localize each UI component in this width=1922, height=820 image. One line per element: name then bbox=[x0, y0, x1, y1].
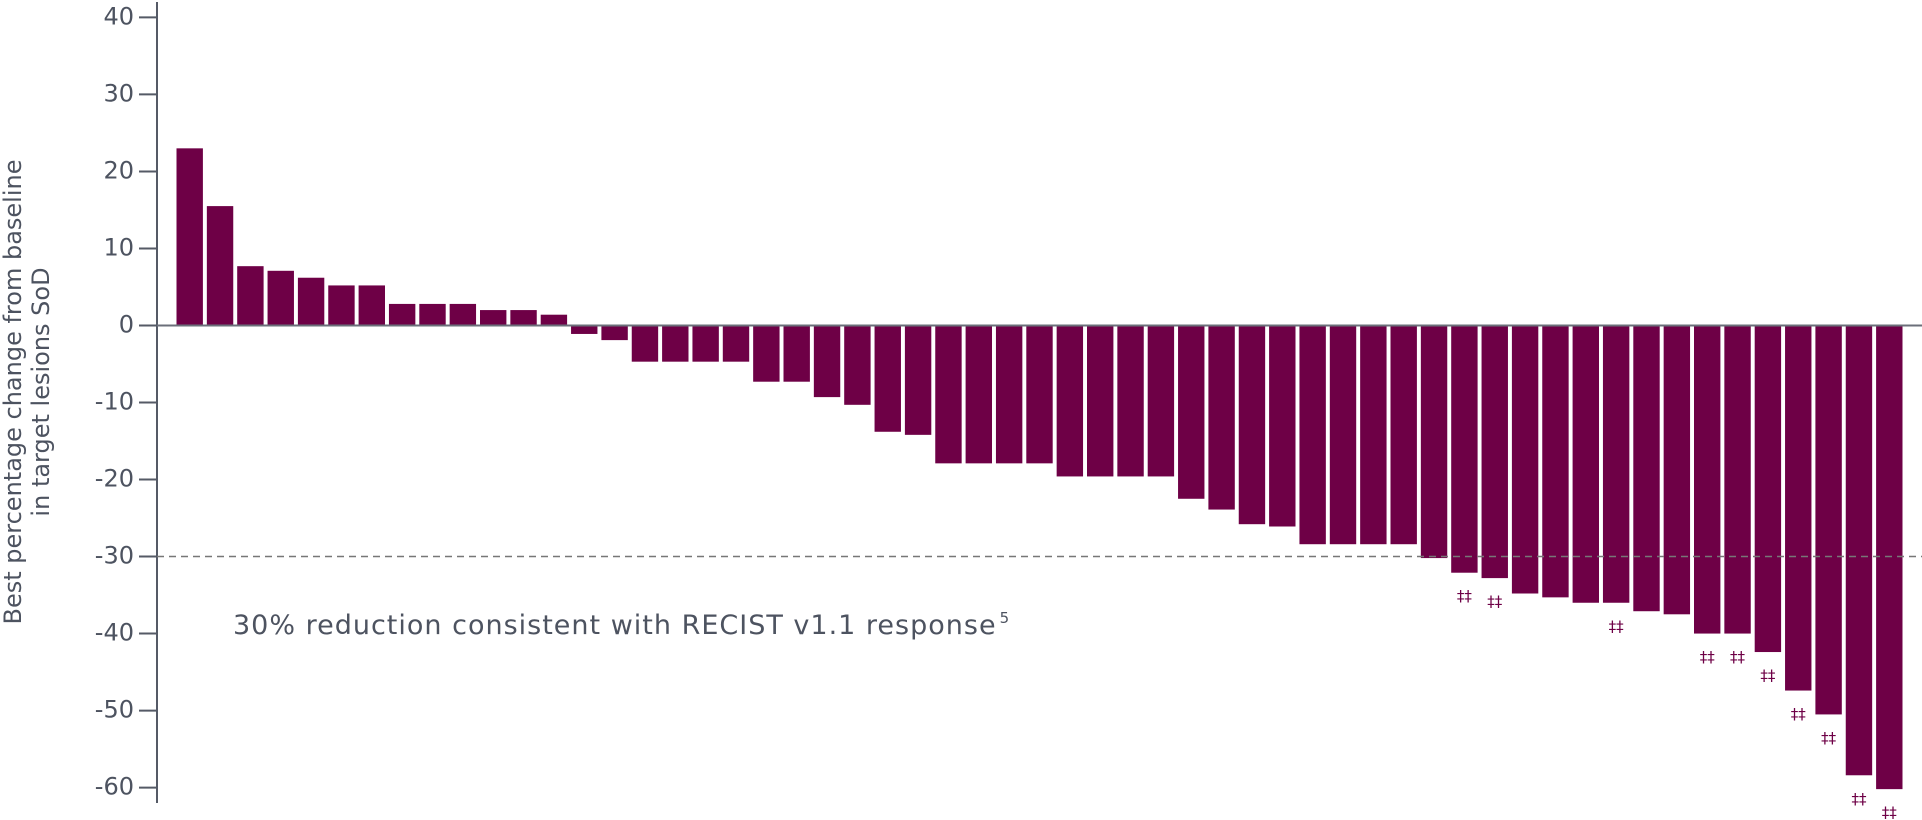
bar bbox=[1876, 325, 1903, 790]
y-label-line: Best percentage change from baseline bbox=[0, 160, 27, 625]
bar bbox=[1724, 325, 1751, 634]
annotation: 30% reduction consistent with RECIST v1.… bbox=[233, 609, 1010, 641]
bar bbox=[237, 266, 264, 326]
y-tick-label: 30 bbox=[103, 79, 134, 107]
bar bbox=[1299, 325, 1326, 545]
bar-note: ‡‡ bbox=[1851, 790, 1867, 808]
bar bbox=[480, 310, 507, 326]
bar bbox=[1845, 325, 1873, 776]
bar bbox=[1238, 325, 1266, 525]
bar-note: ‡‡ bbox=[1821, 729, 1837, 747]
y-tick-label: -50 bbox=[95, 696, 134, 724]
bar bbox=[844, 325, 871, 405]
bar bbox=[1056, 325, 1084, 477]
bar-note: ‡‡ bbox=[1700, 648, 1716, 666]
y-tick-label: 20 bbox=[103, 156, 134, 184]
bar bbox=[783, 325, 810, 382]
bar bbox=[1269, 325, 1296, 527]
bar bbox=[419, 303, 446, 326]
y-tick-label: -10 bbox=[95, 388, 134, 416]
bar bbox=[995, 325, 1023, 464]
bar bbox=[510, 310, 537, 326]
bar bbox=[297, 277, 325, 326]
y-axis-label: Best percentage change from baseline in … bbox=[0, 160, 55, 625]
y-tick-label: 10 bbox=[103, 233, 134, 261]
bar bbox=[1572, 325, 1599, 603]
bar bbox=[1633, 325, 1660, 612]
bar bbox=[388, 303, 416, 326]
bar-note: ‡‡ bbox=[1760, 667, 1776, 685]
bar-note: ‡‡ bbox=[1457, 587, 1473, 605]
y-label-line: in target lesions SoD bbox=[27, 267, 55, 516]
bar bbox=[904, 325, 932, 435]
y-tick-label: -40 bbox=[95, 619, 134, 647]
annotation-text: 30% reduction consistent with RECIST v1.… bbox=[233, 610, 997, 641]
bar bbox=[267, 270, 294, 326]
bar bbox=[1511, 325, 1539, 594]
bar bbox=[753, 325, 780, 382]
bar bbox=[1542, 325, 1569, 598]
bar bbox=[1815, 325, 1842, 715]
bar bbox=[1329, 325, 1357, 545]
bar bbox=[1178, 325, 1205, 499]
bar-note: ‡‡ bbox=[1791, 705, 1807, 723]
y-tick-label: -60 bbox=[95, 773, 134, 801]
bar bbox=[874, 325, 901, 432]
bar bbox=[1602, 325, 1630, 603]
bar bbox=[449, 303, 477, 326]
bar bbox=[1087, 325, 1114, 477]
bar bbox=[722, 325, 750, 362]
annotation-superscript: 5 bbox=[1000, 609, 1011, 627]
bar bbox=[813, 325, 841, 398]
bar bbox=[358, 285, 385, 326]
bar bbox=[1208, 325, 1235, 510]
bar bbox=[1026, 325, 1053, 464]
bar bbox=[1451, 325, 1478, 573]
bar-note: ‡‡ bbox=[1609, 617, 1625, 635]
bar bbox=[540, 314, 568, 326]
y-tick-label: 40 bbox=[103, 2, 134, 30]
bar bbox=[935, 325, 962, 464]
bar bbox=[328, 285, 355, 326]
bar bbox=[631, 325, 659, 362]
bar bbox=[692, 325, 719, 362]
y-tick-label: 0 bbox=[119, 310, 134, 338]
bar bbox=[1785, 325, 1812, 691]
y-tick-label: -20 bbox=[95, 465, 134, 493]
bar bbox=[1694, 325, 1721, 634]
bar bbox=[1360, 325, 1387, 545]
bar bbox=[1147, 325, 1175, 477]
bar bbox=[1390, 325, 1417, 545]
bar bbox=[601, 325, 628, 341]
bar bbox=[176, 148, 203, 326]
bar bbox=[1754, 325, 1782, 653]
bar bbox=[1117, 325, 1144, 477]
bar-note: ‡‡ bbox=[1882, 804, 1898, 820]
bar-note: ‡‡ bbox=[1730, 648, 1746, 666]
bar bbox=[1420, 325, 1448, 559]
y-tick-label: -30 bbox=[95, 542, 134, 570]
bar bbox=[662, 325, 689, 362]
bar bbox=[206, 206, 234, 326]
bar-note: ‡‡ bbox=[1487, 593, 1503, 611]
bar bbox=[1663, 325, 1691, 615]
bar bbox=[571, 325, 598, 334]
bar bbox=[965, 325, 992, 464]
bar bbox=[1481, 325, 1508, 579]
